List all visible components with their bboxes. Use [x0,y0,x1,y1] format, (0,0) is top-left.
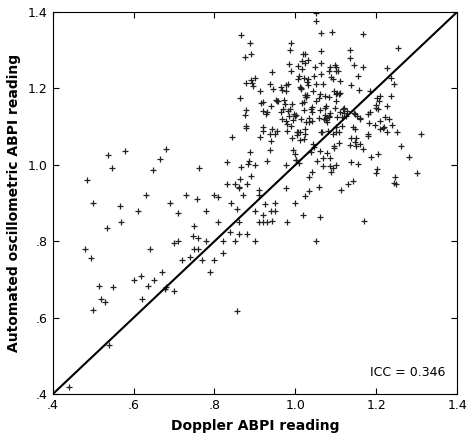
Text: ICC = 0.346: ICC = 0.346 [370,366,445,379]
X-axis label: Doppler ABPI reading: Doppler ABPI reading [171,419,339,433]
Y-axis label: Automated oscillometric ABPI reading: Automated oscillometric ABPI reading [7,54,21,352]
